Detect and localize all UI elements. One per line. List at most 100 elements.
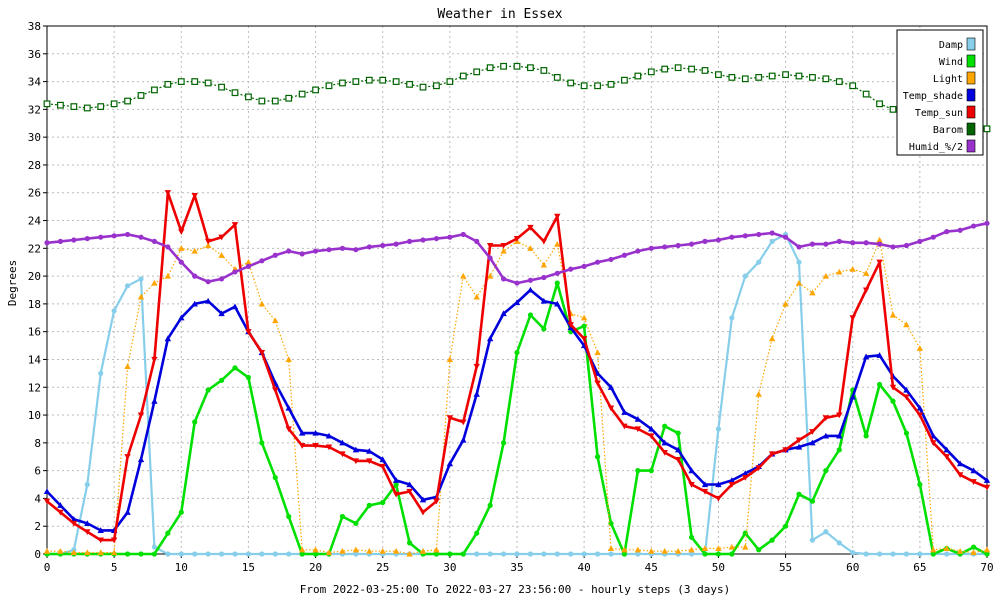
damp-point xyxy=(138,276,144,282)
barom-point xyxy=(473,68,481,76)
temp-shade-point xyxy=(379,456,386,463)
x-axis-label: From 2022-03-25:00 To 2022-03-27 23:56:0… xyxy=(300,583,730,596)
wind-point xyxy=(286,513,292,520)
damp-point xyxy=(541,551,547,557)
humid-2-point xyxy=(205,279,211,285)
temp-sun-point xyxy=(70,520,78,527)
temp-sun-point xyxy=(473,363,480,370)
y-tick-label: 4 xyxy=(34,492,41,505)
wind-point xyxy=(688,534,695,540)
damp-point xyxy=(729,315,735,321)
wind-point xyxy=(151,551,158,557)
barom-point xyxy=(164,80,172,88)
light-point xyxy=(795,279,803,286)
x-tick-label: 45 xyxy=(645,561,658,574)
barom-point xyxy=(500,62,507,70)
wind-point xyxy=(876,381,883,388)
light-point xyxy=(446,356,454,363)
wind-point xyxy=(299,551,305,557)
wind-point xyxy=(930,551,936,557)
light-point xyxy=(406,550,413,557)
legend-label: Temp_shade xyxy=(903,91,963,102)
x-tick-label: 55 xyxy=(779,561,792,574)
wind-point xyxy=(675,430,681,436)
temp-sun-point xyxy=(782,447,789,453)
barom-point xyxy=(43,100,51,108)
humid-2-point xyxy=(380,242,386,249)
temp-shade-point xyxy=(84,520,91,526)
temp-shade-point xyxy=(366,447,373,454)
barom-point xyxy=(849,82,857,90)
humid-2-point xyxy=(688,241,695,247)
light-point xyxy=(634,546,642,553)
temp-sun-point xyxy=(903,394,910,401)
temp-shade-point xyxy=(97,527,104,533)
damp-point xyxy=(487,551,493,557)
light-point xyxy=(70,549,78,556)
light-point xyxy=(460,272,467,279)
humid-2-point xyxy=(259,258,265,264)
barom-point xyxy=(768,72,776,80)
temp-shade-point xyxy=(460,436,467,443)
temp-sun-point xyxy=(540,238,548,245)
temp-sun-point xyxy=(768,451,776,458)
light-point xyxy=(621,546,628,553)
temp-sun-point xyxy=(648,433,655,440)
y-tick-label: 12 xyxy=(28,381,41,394)
wind-point xyxy=(218,377,225,383)
temp-shade-point xyxy=(634,416,642,422)
damp-point xyxy=(568,551,574,557)
damp-point xyxy=(608,551,614,557)
humid-2-point xyxy=(124,231,131,238)
y-tick-label: 28 xyxy=(28,159,41,172)
humid-2-point xyxy=(527,277,534,283)
damp-point xyxy=(500,551,507,557)
damp-point xyxy=(594,551,601,557)
barom-point xyxy=(459,72,467,80)
damp-point xyxy=(527,551,534,557)
temp-shade-point xyxy=(728,477,736,483)
wind-point xyxy=(836,447,842,453)
humid-2-point xyxy=(111,233,117,239)
humid-2-point xyxy=(970,223,977,229)
humid-2-point xyxy=(460,231,466,238)
barom-point xyxy=(392,78,400,85)
x-tick-label: 5 xyxy=(111,561,118,574)
damp-point xyxy=(232,551,238,557)
damp-point xyxy=(259,551,265,557)
temp-sun-point xyxy=(151,356,158,363)
wind-point xyxy=(124,551,131,557)
temp-shade-point xyxy=(419,496,427,503)
x-tick-label: 30 xyxy=(443,561,456,574)
humid-2-point xyxy=(393,241,399,247)
temp-sun-point xyxy=(352,458,360,465)
temp-sun-point xyxy=(486,242,494,249)
temp-shade-point xyxy=(392,477,400,483)
light-point xyxy=(540,261,548,268)
barom-point xyxy=(580,82,588,90)
temp-shade-point xyxy=(822,432,830,439)
x-tick-label: 40 xyxy=(578,561,591,574)
temp-shade-point xyxy=(903,386,910,393)
temp-sun-point xyxy=(580,336,588,342)
damp-point xyxy=(715,426,722,432)
humid-2-point xyxy=(178,259,184,265)
damp-point xyxy=(111,308,117,314)
wind-point xyxy=(406,540,413,546)
temp-shade-point xyxy=(204,297,212,304)
temp-shade-point xyxy=(339,439,346,446)
temp-shade-point xyxy=(943,446,950,453)
barom-point xyxy=(715,71,722,79)
temp-sun-point xyxy=(298,443,306,449)
barom-point xyxy=(822,75,830,83)
humid-2-point xyxy=(541,274,547,281)
x-tick-label: 50 xyxy=(712,561,725,574)
light-point xyxy=(688,546,695,553)
barom-point xyxy=(298,90,306,98)
damp-point xyxy=(796,259,802,265)
x-axis: 0 5 10 15 20 25 30 35 40 45 50 55 60 65 70 xyxy=(44,554,994,574)
legend-label: Damp xyxy=(939,40,963,51)
humid-2-point xyxy=(702,238,708,244)
wind-point xyxy=(729,551,735,557)
temp-shade-point xyxy=(956,460,964,467)
